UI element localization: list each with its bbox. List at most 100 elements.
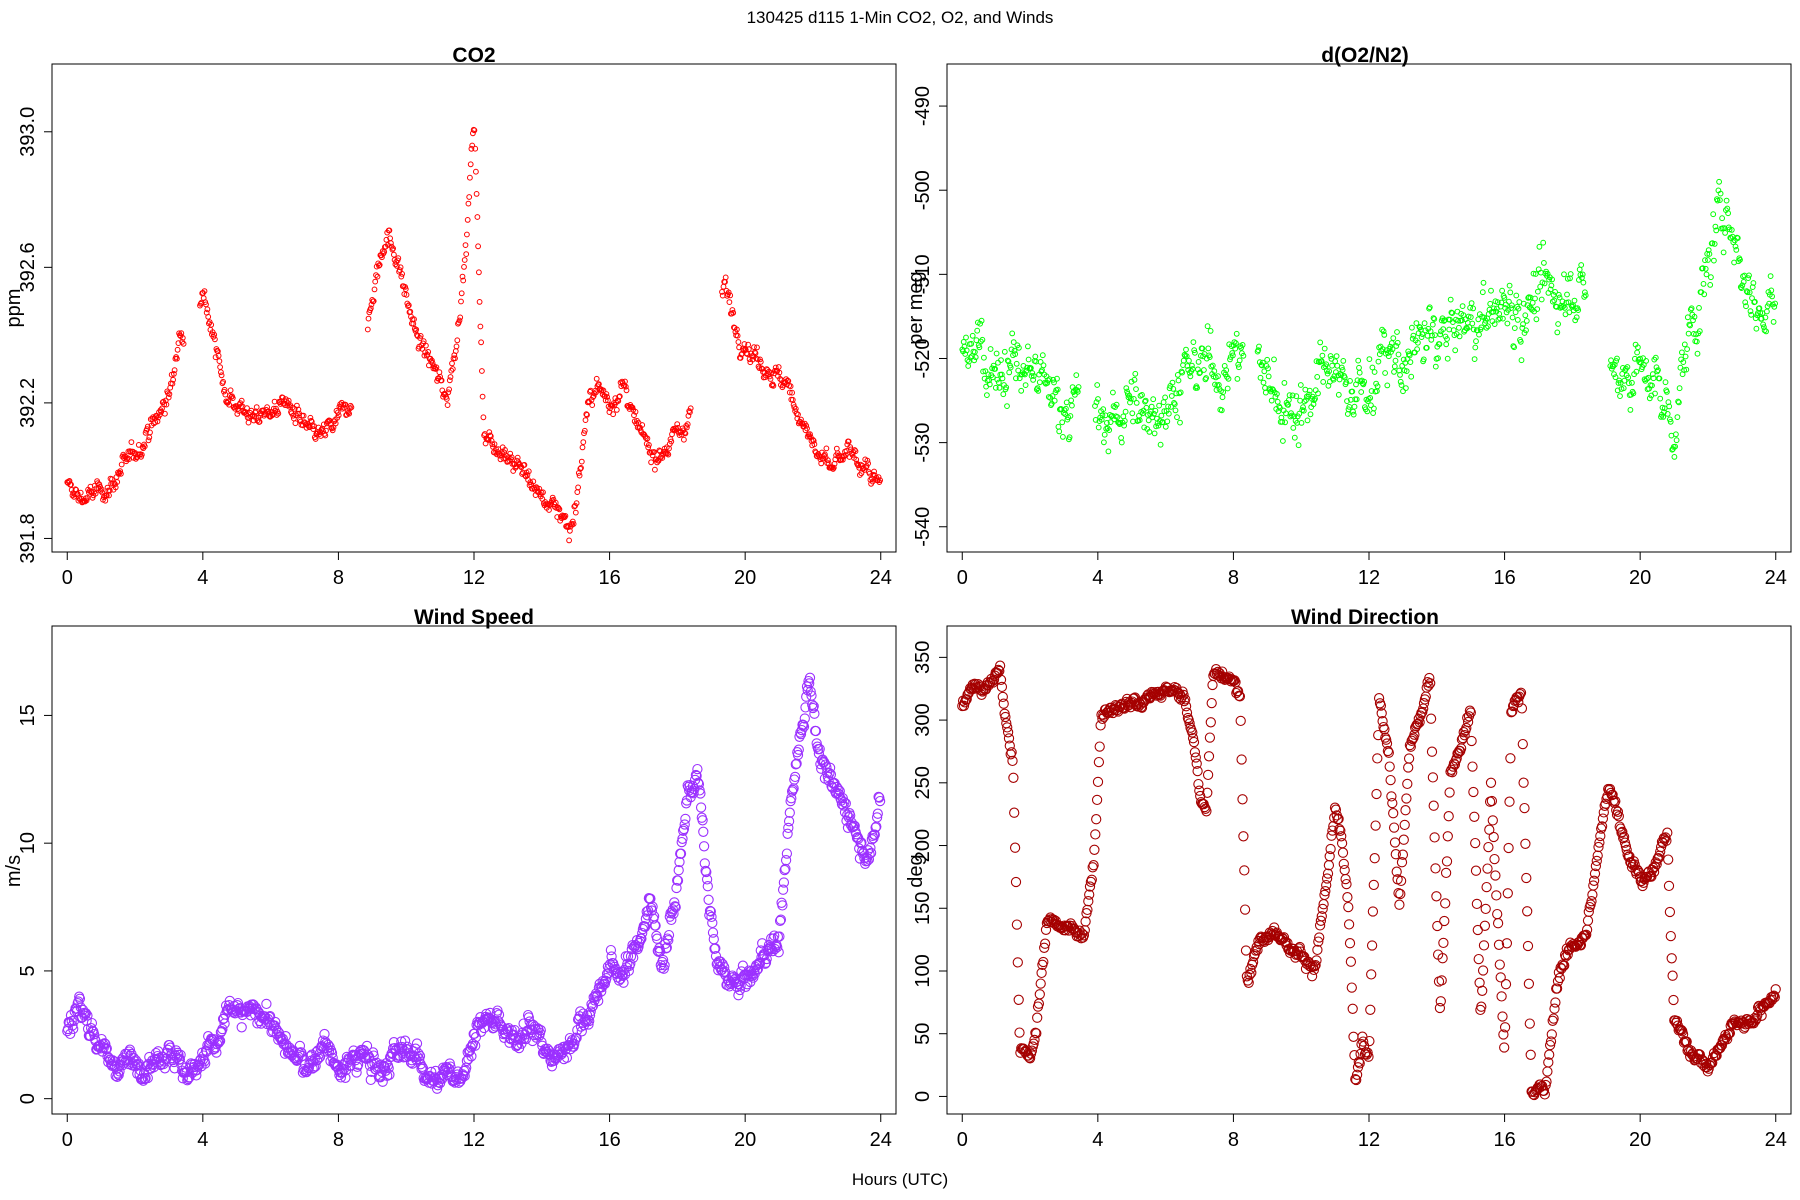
wind-speed-data-point bbox=[708, 934, 719, 945]
co2-data-point bbox=[146, 434, 153, 441]
wind-direction-data-point bbox=[1348, 1031, 1359, 1042]
wind-direction-y-tick-label: 50 bbox=[912, 1023, 934, 1045]
o2-data-point bbox=[1722, 230, 1728, 236]
o2-data-point bbox=[1481, 314, 1488, 321]
wind-direction-data-point bbox=[1485, 777, 1497, 788]
o2-data-point bbox=[1540, 239, 1547, 246]
co2-data-point bbox=[754, 344, 760, 351]
o2-data-point bbox=[1716, 178, 1722, 185]
co2-data-point bbox=[332, 420, 339, 427]
wind-direction-data-point bbox=[1502, 888, 1513, 899]
wind-direction-data-point bbox=[1365, 1004, 1376, 1015]
o2-data-point bbox=[1688, 305, 1695, 312]
o2-data-point bbox=[1518, 357, 1525, 364]
o2-data-point bbox=[1472, 344, 1479, 351]
wind-direction-data-point bbox=[1481, 881, 1492, 893]
o2-data-point bbox=[1694, 350, 1701, 357]
o2-data-point bbox=[1272, 393, 1279, 400]
co2-data-point bbox=[128, 439, 135, 446]
wind-direction-data-point bbox=[1484, 824, 1495, 835]
wind-speed-data-point bbox=[411, 1038, 423, 1049]
o2-data-point bbox=[1466, 324, 1473, 330]
wind-direction-data-point bbox=[1431, 891, 1442, 902]
wind-direction-data-point bbox=[1493, 939, 1505, 950]
co2-data-point bbox=[576, 472, 583, 479]
wind-direction-data-point bbox=[1592, 850, 1603, 861]
wind-direction-data-point bbox=[1424, 672, 1435, 684]
co2-data-point bbox=[96, 481, 103, 488]
co2-data-point bbox=[218, 369, 224, 376]
wind-speed-data-point bbox=[772, 941, 783, 953]
wind-direction-data-point bbox=[1581, 929, 1592, 940]
co2-data-point bbox=[770, 382, 777, 389]
wind-speed-data-point bbox=[382, 1070, 393, 1081]
wind-direction-data-point bbox=[995, 674, 1007, 685]
co2-data-point bbox=[866, 470, 873, 477]
wind-speed-data-point bbox=[753, 959, 764, 970]
wind-direction-data-point bbox=[1095, 720, 1106, 731]
co2-data-point bbox=[522, 472, 528, 479]
wind-direction-data-point bbox=[1545, 1036, 1557, 1047]
o2-data-point bbox=[1705, 257, 1711, 263]
co2-data-point bbox=[734, 326, 740, 333]
o2-data-point bbox=[1520, 321, 1526, 328]
wind-direction-data-point bbox=[1437, 953, 1448, 964]
co2-data-point bbox=[253, 404, 260, 411]
o2-data-point bbox=[1360, 381, 1367, 388]
o2-data-point bbox=[1218, 407, 1225, 414]
o2-data-point bbox=[1717, 197, 1723, 204]
co2-data-point bbox=[459, 273, 466, 280]
o2-data-point bbox=[1356, 364, 1362, 371]
wind-speed-data-point bbox=[100, 1044, 112, 1055]
o2-data-point bbox=[1768, 287, 1775, 294]
wind-speed-data-point bbox=[818, 756, 830, 768]
co2-data-point bbox=[681, 436, 687, 443]
wind-direction-data-point bbox=[1427, 772, 1439, 783]
o2-data-point bbox=[999, 375, 1006, 382]
wind-direction-x-tick-label: 16 bbox=[1493, 1129, 1515, 1151]
o2-data-point bbox=[1296, 410, 1303, 417]
wind-direction-data-point bbox=[1443, 811, 1454, 822]
o2-data-point bbox=[1151, 430, 1158, 437]
o2-data-point bbox=[1397, 372, 1403, 378]
wind-direction-data-point bbox=[1435, 996, 1446, 1007]
wind-speed-data-point bbox=[169, 1063, 180, 1074]
wind-speed-data-point bbox=[787, 784, 798, 796]
o2-data-point bbox=[1485, 323, 1491, 330]
co2-x-tick-label: 12 bbox=[463, 567, 485, 589]
wind-speed-data-point bbox=[368, 1050, 379, 1061]
o2-data-point bbox=[1771, 303, 1778, 310]
o2-data-point bbox=[1468, 300, 1475, 307]
o2-data-point bbox=[1491, 321, 1498, 328]
co2-data-point bbox=[562, 513, 569, 519]
wind-direction-data-point bbox=[1393, 887, 1404, 899]
wind-direction-data-point bbox=[1523, 978, 1535, 989]
wind-direction-x-tick-label: 8 bbox=[1228, 1129, 1239, 1151]
wind-speed-data-point bbox=[751, 964, 763, 975]
wind-speed-data-point bbox=[672, 875, 684, 886]
o2-data-point bbox=[1702, 257, 1708, 264]
wind-direction-data-point bbox=[1483, 841, 1494, 853]
o2-data-point bbox=[1449, 310, 1456, 317]
wind-direction-data-point bbox=[1179, 695, 1190, 707]
o2-data-point bbox=[1705, 247, 1712, 254]
o2-data-point bbox=[1529, 299, 1536, 306]
wind-direction-data-point bbox=[1487, 815, 1498, 826]
o2-data-point bbox=[1459, 317, 1465, 324]
o2-data-point bbox=[1194, 385, 1200, 391]
o2-data-point bbox=[1324, 368, 1330, 374]
wind-direction-data-point bbox=[1026, 1045, 1038, 1056]
o2-data-point bbox=[1435, 355, 1441, 362]
wind-direction-data-point bbox=[1482, 863, 1493, 874]
o2-data-point bbox=[1368, 402, 1374, 409]
o2-data-point bbox=[1177, 419, 1183, 426]
o2-data-point bbox=[1030, 373, 1037, 379]
co2-y-axis-label: ppm bbox=[3, 289, 25, 328]
wind-direction-data-point bbox=[1617, 826, 1628, 838]
o2-x-tick-label: 8 bbox=[1228, 567, 1239, 589]
o2-data-point bbox=[1323, 361, 1330, 368]
o2-data-point bbox=[1036, 379, 1043, 386]
wind-direction-data-point bbox=[1402, 778, 1413, 790]
o2-data-point bbox=[1380, 328, 1387, 335]
